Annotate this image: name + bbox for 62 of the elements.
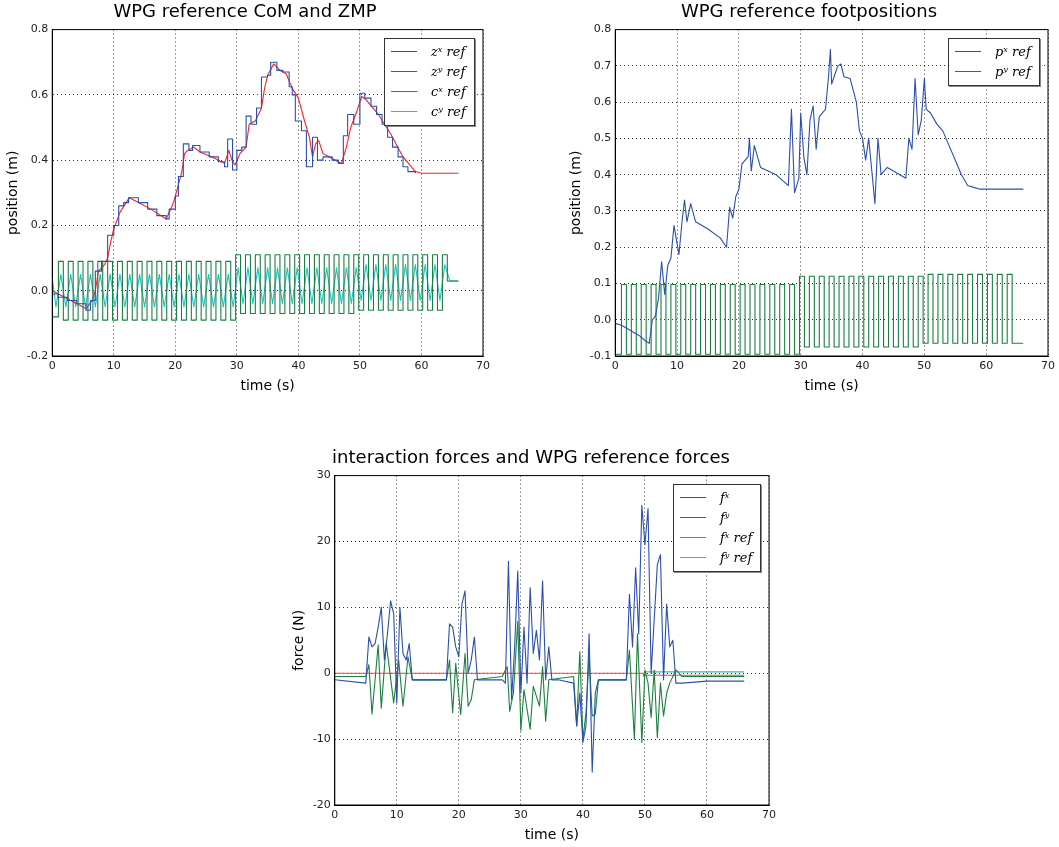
- x-tick-label: 10: [389, 808, 404, 822]
- y-tick-label: 0.2: [30, 218, 49, 232]
- y-tick-label: 0.5: [593, 131, 612, 145]
- x-axis-title: time (s): [524, 826, 580, 843]
- x-tick-label: 70: [762, 808, 776, 822]
- x-tick-label: 40: [291, 359, 306, 373]
- y-tick-label: 30: [316, 468, 331, 482]
- x-tick-label: 70: [476, 359, 490, 373]
- x-tick-label: 40: [855, 359, 870, 373]
- chart-title: WPG reference footpositions: [680, 0, 938, 22]
- x-tick-label: 40: [575, 808, 590, 822]
- x-tick-label: 30: [793, 359, 808, 373]
- x-tick-label: 60: [699, 808, 714, 822]
- legend-label: pˣ ref: [995, 44, 1031, 60]
- y-tick-label: -10: [312, 731, 331, 745]
- y-tick-label: 0: [323, 666, 331, 680]
- legend-label: cʸ ref: [431, 104, 466, 120]
- x-tick-label: 70: [1041, 359, 1055, 373]
- y-tick-label: 0.3: [593, 203, 612, 217]
- y-tick-label: 10: [316, 600, 331, 614]
- x-tick-label: 30: [229, 359, 244, 373]
- legend-label: zʸ ref: [431, 64, 466, 80]
- x-tick-label: 10: [106, 359, 121, 373]
- x-tick-label: 20: [451, 808, 466, 822]
- y-tick-label: 0.2: [593, 240, 612, 254]
- y-axis-title: position (m): [4, 150, 21, 236]
- x-tick-label: 50: [637, 808, 652, 822]
- y-tick-label: 0.6: [30, 87, 49, 101]
- x-tick-label: 30: [513, 808, 528, 822]
- y-tick-label: 0.8: [30, 22, 49, 36]
- x-tick-label: 10: [670, 359, 685, 373]
- legend-label: pʸ ref: [995, 64, 1031, 80]
- legend-label: fˣ: [720, 490, 730, 506]
- x-tick-label: 60: [979, 359, 994, 373]
- y-tick-label: 0.6: [593, 94, 612, 108]
- y-tick-label: 0.7: [593, 58, 612, 72]
- legend-label: fʸ ref: [720, 550, 753, 566]
- x-tick-label: 50: [352, 359, 367, 373]
- x-tick-label: 60: [414, 359, 429, 373]
- legend-label: fˣ ref: [720, 530, 753, 546]
- y-tick-label: -0.1: [589, 348, 612, 362]
- y-tick-label: 0.4: [593, 167, 612, 181]
- x-tick-label: 20: [731, 359, 746, 373]
- legend-label: fʸ: [720, 510, 730, 526]
- y-tick-label: -20: [312, 797, 331, 811]
- legend-label: cˣ ref: [431, 84, 466, 100]
- chart-title: WPG reference CoM and ZMP: [113, 0, 377, 22]
- x-axis-title: time (s): [804, 377, 859, 394]
- chart-title: interaction forces and WPG reference forces: [332, 446, 730, 468]
- y-axis-title: position (m): [567, 150, 584, 236]
- x-tick-label: 20: [168, 359, 183, 373]
- x-tick-label: 50: [917, 359, 932, 373]
- y-tick-label: 20: [316, 534, 331, 548]
- y-tick-label: 0.8: [593, 22, 612, 36]
- y-tick-label: 0.4: [30, 153, 49, 167]
- y-axis-title: force (N): [290, 609, 307, 671]
- y-tick-label: 0.0: [593, 312, 612, 326]
- y-tick-label: -0.2: [26, 348, 49, 362]
- y-tick-label: 0.0: [30, 283, 49, 297]
- legend-label: zˣ ref: [431, 44, 466, 60]
- y-tick-label: 0.1: [593, 276, 612, 290]
- x-axis-title: time (s): [240, 377, 295, 394]
